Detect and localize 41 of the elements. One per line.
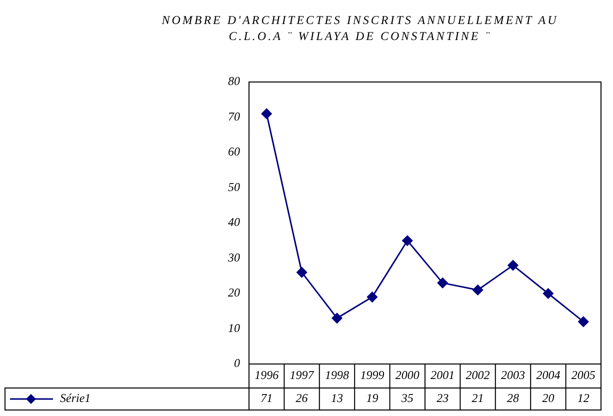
x-tick-label: 1999 [360, 368, 384, 382]
x-tick-label: 1998 [325, 368, 349, 382]
data-label: 12 [577, 391, 590, 406]
point [296, 267, 308, 278]
data-label: 19 [366, 391, 378, 406]
y-tick-label: 80 [228, 74, 240, 88]
x-tick-label: 2002 [466, 368, 490, 382]
y-tick-label: 10 [228, 320, 240, 335]
point [437, 278, 448, 288]
point [578, 316, 589, 327]
data-label: 21 [472, 391, 484, 406]
x-tick-label: 1997 [290, 368, 315, 382]
y-tick-label: 30 [227, 250, 240, 264]
data-label: 35 [400, 391, 414, 406]
x-tick-label: 2003 [501, 368, 525, 382]
point [472, 284, 484, 296]
chart-title: NOMBRE D'ARCHITECTES INSCRITS ANNUELLEMENT AU C.L.O.A ¨ WILAYA DE CONSTANTINE ¨ [160, 12, 560, 44]
y-tick-label: 20 [228, 286, 240, 300]
y-tick-label: 0 [234, 356, 240, 370]
point [332, 312, 342, 324]
y-tick-label: 40 [228, 215, 240, 230]
x-tick-label: 2005 [571, 368, 596, 382]
data-label: 20 [542, 391, 554, 406]
data-label: 26 [296, 391, 308, 406]
point [508, 260, 518, 271]
x-tick-label: 2001 [430, 368, 455, 382]
data-label: 23 [436, 391, 449, 406]
point [366, 292, 378, 302]
y-tick-label: 50 [228, 180, 240, 194]
x-tick-label: 2000 [395, 368, 420, 382]
y-tick-label: 60 [228, 144, 240, 159]
x-tick-label: 2004 [536, 368, 560, 382]
y-tick-label: 70 [228, 109, 240, 124]
x-tick-label: 1996 [254, 368, 279, 382]
data-label: 28 [507, 391, 519, 406]
data-label: 71 [260, 391, 273, 406]
legend-label: Série1 [60, 391, 91, 406]
point [402, 235, 413, 246]
point [261, 108, 272, 119]
point [542, 288, 554, 299]
data-label: 13 [331, 391, 343, 406]
